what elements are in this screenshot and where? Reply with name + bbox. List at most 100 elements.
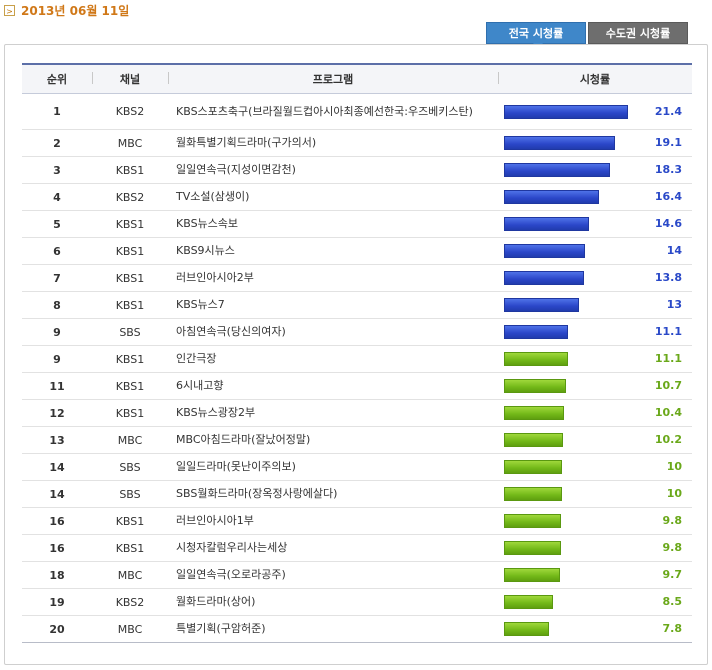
rating-value: 10.7 [654,379,682,392]
rank-cell: 18 [22,561,92,589]
table-row: 16 KBS1 시청자칼럼우리사는세상 9.8 [22,534,692,562]
table-row: 6 KBS1 KBS9시뉴스 14 [22,237,692,265]
tab-national-rating[interactable]: 전국 시청률 [486,22,586,49]
rating-cell: 18.3 [498,156,692,184]
channel-cell: KBS1 [92,399,168,427]
rating-cell: 7.8 [498,615,692,643]
table-row: 3 KBS1 일일연속극(지성이면감천) 18.3 [22,156,692,184]
rating-bar [504,487,562,501]
ratings-table: 순위 채널 프로그램 시청률 1 KBS2 KBS스포츠축구(브라질월드컵아시아최종… [22,63,692,643]
rating-value: 14 [666,244,682,257]
program-cell: KBS스포츠축구(브라질월드컵아시아최종예선한국:우즈베키스탄) [168,93,498,130]
rating-value: 7.8 [662,622,683,635]
channel-cell: MBC [92,615,168,643]
program-cell: SBS월화드라마(장옥정사랑에살다) [168,480,498,508]
program-cell: KBS뉴스속보 [168,210,498,238]
channel-cell: KBS1 [92,237,168,265]
date-label: 2013년 06월 11일 [21,3,130,18]
rating-cell: 21.4 [498,93,692,130]
table-row: 20 MBC 특별기획(구암허준) 7.8 [22,615,692,643]
rating-value: 10.4 [654,406,682,419]
tab-capital-rating[interactable]: 수도권 시청률 [588,22,688,44]
program-cell: MBC아침드라마(잘났어정말) [168,426,498,454]
table-row: 5 KBS1 KBS뉴스속보 14.6 [22,210,692,238]
rating-cell: 9.7 [498,561,692,589]
rating-cell: 16.4 [498,183,692,211]
table-row: 18 MBC 일일연속극(오로라공주) 9.7 [22,561,692,589]
channel-cell: SBS [92,318,168,346]
rating-bar [504,190,599,204]
channel-cell: KBS1 [92,210,168,238]
program-cell: 월화드라마(상어) [168,588,498,616]
rating-value: 11.1 [654,325,682,338]
rating-value: 13 [666,298,682,311]
rating-cell: 13.8 [498,264,692,292]
table-row: 19 KBS2 월화드라마(상어) 8.5 [22,588,692,616]
rank-cell: 8 [22,291,92,319]
rank-cell: 13 [22,426,92,454]
rank-cell: 16 [22,507,92,535]
program-cell: KBS뉴스광장2부 [168,399,498,427]
rank-cell: 6 [22,237,92,265]
program-cell: 월화특별기획드라마(구가의서) [168,129,498,157]
channel-cell: KBS2 [92,183,168,211]
rating-value: 21.4 [654,104,682,118]
table-row: 14 SBS SBS월화드라마(장옥정사랑에살다) 10 [22,480,692,508]
rating-cell: 11.1 [498,345,692,373]
rating-value: 9.8 [662,514,683,527]
rank-cell: 3 [22,156,92,184]
header-channel: 채널 [92,63,168,94]
program-cell: 특별기획(구암허준) [168,615,498,643]
table-row: 16 KBS1 러브인아시아1부 9.8 [22,507,692,535]
rating-value: 19.1 [654,136,682,149]
rating-cell: 13 [498,291,692,319]
rating-bar [504,595,553,609]
rating-value: 11.1 [654,352,682,365]
program-cell: KBS9시뉴스 [168,237,498,265]
rating-bar [504,136,615,150]
channel-cell: SBS [92,453,168,481]
channel-cell: KBS1 [92,156,168,184]
rating-bar [504,379,566,393]
rating-cell: 10.7 [498,372,692,400]
channel-cell: KBS1 [92,264,168,292]
rating-bar [504,325,568,339]
rating-cell: 11.1 [498,318,692,346]
rating-value: 9.7 [662,568,683,581]
rating-bar [504,244,585,258]
rank-cell: 12 [22,399,92,427]
header-rating: 시청률 [498,63,692,94]
date-header: > 2013년 06월 11일 [4,2,129,18]
rating-value: 8.5 [662,595,683,608]
table-header-row: 순위 채널 프로그램 시청률 [22,63,692,94]
ratings-panel: 순위 채널 프로그램 시청률 1 KBS2 KBS스포츠축구(브라질월드컵아시아최종… [4,44,708,665]
table-row: 7 KBS1 러브인아시아2부 13.8 [22,264,692,292]
rank-cell: 9 [22,318,92,346]
program-cell: TV소설(삼생이) [168,183,498,211]
rank-cell: 7 [22,264,92,292]
rating-bar [504,217,589,231]
rating-bar [504,104,628,119]
rank-cell: 4 [22,183,92,211]
rating-value: 10 [666,487,682,500]
rating-tabs: 전국 시청률 수도권 시청률 [486,22,688,49]
rating-bar [504,568,560,582]
program-cell: 시청자칼럼우리사는세상 [168,534,498,562]
rating-value: 10.2 [654,433,682,446]
program-cell: 러브인아시아1부 [168,507,498,535]
rating-bar [504,460,562,474]
rating-bar [504,541,561,555]
rank-cell: 14 [22,480,92,508]
rating-bar [504,163,610,177]
channel-cell: MBC [92,426,168,454]
program-cell: 인간극장 [168,345,498,373]
rating-bar [504,352,568,366]
rank-cell: 9 [22,345,92,373]
rating-cell: 10 [498,480,692,508]
rank-cell: 11 [22,372,92,400]
rating-value: 14.6 [654,217,682,230]
table-row: 4 KBS2 TV소설(삼생이) 16.4 [22,183,692,211]
rating-cell: 10 [498,453,692,481]
rating-cell: 19.1 [498,129,692,157]
channel-cell: MBC [92,561,168,589]
